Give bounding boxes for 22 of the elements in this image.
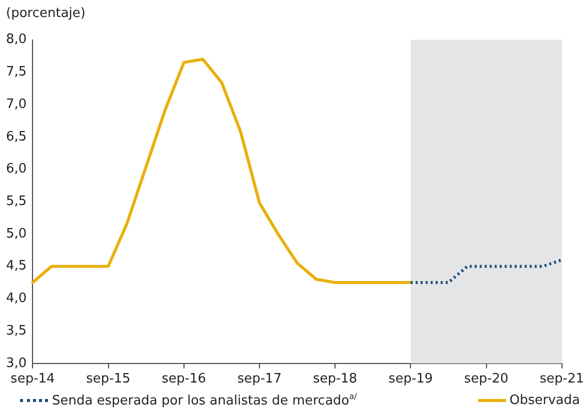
y-tick-label: 5,0	[6, 226, 27, 242]
legend-label: Observada	[510, 392, 580, 408]
x-tick-label: sep-17	[237, 372, 282, 387]
y-tick-label: 3,5	[6, 323, 27, 338]
y-tick-label: 6,0	[6, 162, 27, 177]
y-tick-label: 7,0	[6, 96, 27, 112]
y-tick-label: 8,0	[6, 32, 27, 48]
legend-label: Senda esperada por los analistas de mercado$^{a/}$	[52, 392, 357, 408]
x-tick-label: sep-15	[86, 372, 130, 387]
x-tick-label: sep-14	[10, 372, 55, 387]
x-tick-label: sep-18	[312, 372, 358, 387]
y-tick-label: 5,5	[6, 194, 27, 209]
x-tick-label: sep-21	[540, 372, 584, 387]
y-tick-label: 4,5	[6, 258, 27, 274]
y-tick-label: 4,0	[6, 291, 27, 306]
y-tick-label: 7,5	[6, 64, 27, 80]
x-tick-label: sep-20	[464, 372, 508, 387]
x-tick-label: sep-19	[388, 372, 433, 387]
y-tick-label: 3,0	[6, 356, 27, 371]
y-tick-label: 6,5	[6, 129, 27, 144]
x-tick-label: sep-16	[162, 372, 206, 387]
y-axis-title: (porcentaje)	[6, 6, 86, 21]
